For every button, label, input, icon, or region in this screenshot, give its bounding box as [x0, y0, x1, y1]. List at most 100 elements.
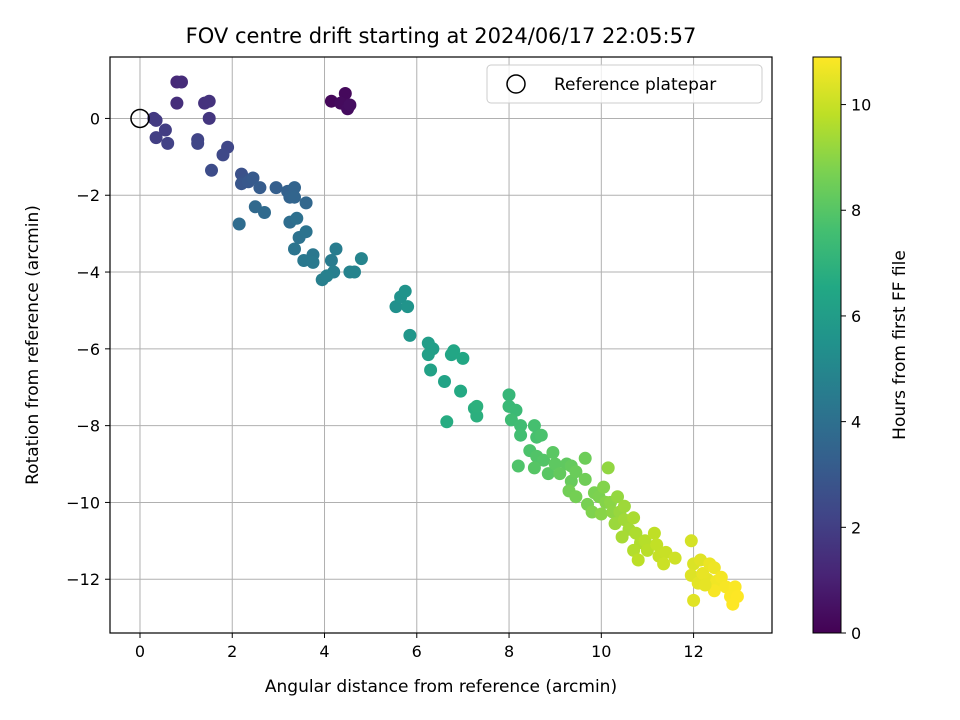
data-point-126 [684, 534, 698, 548]
data-point-144 [698, 578, 712, 592]
data-point-40 [288, 242, 301, 256]
reference-platepar-marker [130, 108, 150, 129]
data-point-12 [149, 113, 163, 127]
data-point-59 [421, 348, 435, 362]
data-point-51 [354, 252, 368, 266]
data-point-92 [578, 451, 592, 465]
colorbar-tick-label-4: 8 [851, 201, 861, 220]
data-point-4 [343, 98, 357, 112]
data-point-70 [502, 388, 516, 402]
data-point-124 [657, 557, 671, 571]
data-point-76 [527, 419, 541, 433]
data-point-63 [447, 344, 461, 358]
data-point-64 [456, 351, 470, 365]
legend-reference-marker [506, 74, 526, 94]
data-point-39 [299, 225, 313, 239]
data-point-85 [546, 446, 560, 459]
data-point-88 [553, 467, 567, 481]
data-point-84 [541, 467, 555, 481]
data-point-50 [348, 265, 361, 279]
data-point-19 [216, 148, 230, 162]
data-point-31 [288, 190, 301, 204]
colorbar [812, 56, 842, 634]
colorbar-tick-label-3: 6 [851, 307, 861, 326]
colorbar-tick-label-2: 4 [851, 413, 861, 432]
data-point-83 [527, 461, 541, 475]
data-point-45 [329, 242, 343, 256]
data-point-121 [650, 538, 664, 552]
data-point-35 [232, 217, 246, 231]
x-axis-label: Angular distance from reference (arcmin) [265, 677, 617, 697]
data-point-15 [161, 136, 175, 150]
y-axis-ticks: 0 −2 −4 −6 −8 −10 −12 [66, 109, 110, 589]
data-point-134 [707, 561, 721, 575]
data-point-43 [306, 255, 320, 269]
x-tick-label-2: 4 [319, 642, 329, 661]
colorbar-ticks: 0 2 4 6 8 10 [841, 96, 871, 643]
data-point-17 [191, 136, 205, 150]
data-point-7 [170, 96, 184, 110]
data-point-80 [511, 459, 525, 473]
y-tick-label-4: −8 [76, 417, 100, 436]
data-point-95 [569, 490, 583, 504]
data-point-82 [537, 453, 551, 467]
data-point-34 [258, 206, 271, 219]
data-point-75 [514, 428, 528, 442]
colorbar-tick-label-0: 0 [851, 624, 861, 643]
data-point-10 [202, 111, 216, 125]
data-point-113 [627, 511, 641, 525]
data-point-26 [253, 181, 267, 195]
data-point-118 [640, 543, 654, 557]
data-point-143 [687, 593, 701, 607]
x-tick-label-5: 10 [591, 642, 611, 661]
chart-title: FOV centre drift starting at 2024/06/17 … [186, 24, 697, 48]
data-point-66 [440, 415, 454, 429]
colorbar-tick-label-1: 2 [851, 518, 861, 537]
data-point-9 [202, 94, 216, 108]
data-point-27 [269, 181, 283, 195]
grid-lines [110, 57, 772, 633]
x-tick-label-4: 8 [504, 642, 514, 661]
data-point-102 [594, 507, 608, 521]
plot-frame [109, 56, 773, 634]
data-point-44 [324, 254, 338, 267]
data-point-37 [290, 211, 304, 225]
data-point-13 [158, 123, 172, 137]
y-axis-label: Rotation from reference (arcmin) [23, 205, 43, 485]
data-point-55 [401, 300, 415, 314]
x-tick-label-0: 0 [135, 642, 145, 661]
data-point-119 [631, 553, 645, 567]
data-point-60 [424, 363, 438, 377]
data-point-120 [647, 526, 661, 540]
y-tick-label-1: −2 [76, 186, 100, 205]
data-point-93 [578, 472, 592, 486]
data-point-109 [617, 499, 631, 513]
data-point-112 [615, 530, 629, 544]
data-point-65 [454, 384, 468, 398]
colorbar-label: Hours from first FF file [890, 250, 910, 440]
data-point-91 [569, 465, 583, 479]
data-point-48 [320, 269, 334, 283]
y-tick-label-2: −4 [76, 263, 100, 282]
data-point-56 [403, 328, 417, 342]
reference-marker-group [130, 108, 150, 129]
data-point-6 [175, 75, 188, 89]
data-point-25 [246, 171, 260, 185]
data-point-14 [149, 131, 163, 145]
data-point-142 [726, 597, 740, 611]
data-point-132 [696, 567, 710, 580]
y-tick-label-6: −12 [66, 570, 100, 589]
scatter-points [147, 75, 744, 611]
data-point-69 [470, 399, 484, 413]
data-point-100 [597, 480, 611, 494]
x-tick-label-6: 12 [683, 642, 703, 661]
x-tick-label-3: 6 [412, 642, 422, 661]
data-point-74 [514, 419, 528, 433]
y-tick-label-3: −6 [76, 340, 100, 359]
data-point-20 [205, 163, 218, 177]
data-point-78 [534, 428, 548, 442]
data-point-68 [470, 409, 484, 423]
legend-label: Reference platepar [554, 75, 716, 95]
y-tick-label-0: 0 [90, 109, 100, 128]
